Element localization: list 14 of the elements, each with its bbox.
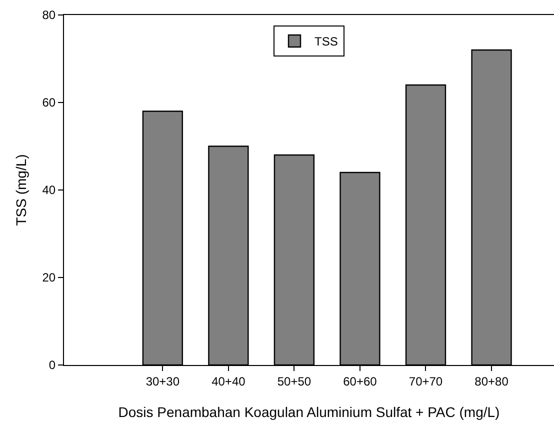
y-tick-label: 60: [42, 96, 56, 110]
y-axis-title: TSS (mg/L): [13, 154, 29, 226]
y-tick-label: 80: [42, 8, 56, 22]
y-tick-label: 20: [42, 270, 56, 285]
legend-label: TSS: [314, 34, 338, 49]
x-tick-label: 70+70: [408, 374, 443, 388]
x-tick-label: 80+80: [474, 374, 509, 388]
x-axis-title: Dosis Penambahan Koagulan Aluminium Sulfat + PAC (mg/L): [118, 404, 500, 420]
x-tick-label: 40+40: [212, 374, 246, 388]
y-tick-label: 0: [48, 358, 56, 372]
y-tick-label: 40: [42, 183, 56, 198]
x-tick-label: 60+60: [343, 374, 378, 388]
x-tick-label: 30+30: [146, 374, 180, 388]
x-tick-label: 50+50: [277, 374, 312, 388]
